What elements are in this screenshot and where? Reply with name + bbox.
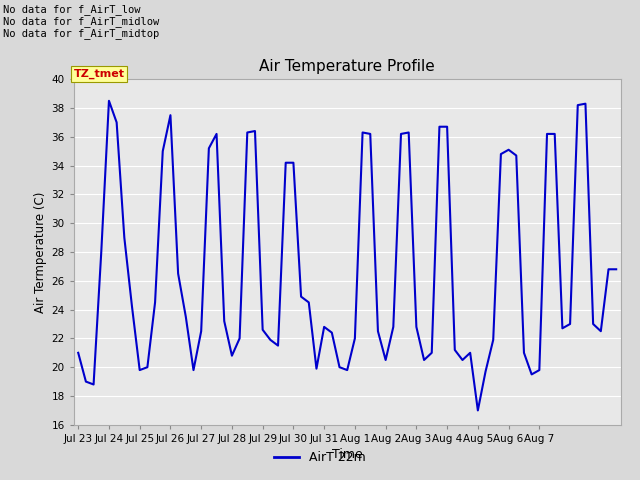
- Legend: AirT 22m: AirT 22m: [269, 446, 371, 469]
- Text: No data for f_AirT_low: No data for f_AirT_low: [3, 4, 141, 15]
- Text: No data for f_AirT_midlow: No data for f_AirT_midlow: [3, 16, 159, 27]
- X-axis label: Time: Time: [332, 448, 363, 461]
- Y-axis label: Air Termperature (C): Air Termperature (C): [34, 192, 47, 312]
- Text: TZ_tmet: TZ_tmet: [74, 69, 125, 79]
- Text: No data for f_AirT_midtop: No data for f_AirT_midtop: [3, 28, 159, 39]
- Title: Air Temperature Profile: Air Temperature Profile: [259, 59, 435, 74]
